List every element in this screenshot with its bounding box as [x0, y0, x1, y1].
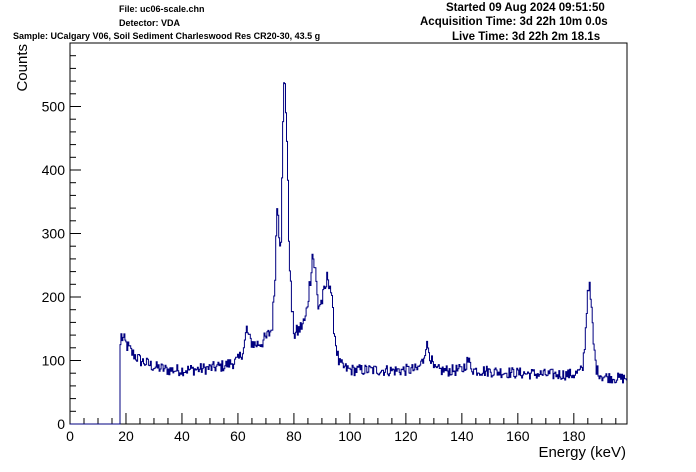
y-tick-label: 200 — [42, 289, 66, 305]
y-tick-label: 500 — [42, 99, 66, 115]
spectrum-line — [70, 82, 627, 425]
x-tick-label: 120 — [394, 428, 418, 444]
y-tick-label: 300 — [42, 226, 66, 242]
x-tick-label: 0 — [66, 428, 74, 444]
live-time-label: Live Time: 3d 22h 2m 18.1s — [452, 31, 601, 43]
x-tick-label: 40 — [174, 428, 190, 444]
file-label: File: uc06-scale.chn — [119, 4, 205, 14]
x-tick-label: 100 — [338, 428, 362, 444]
x-tick-label: 160 — [506, 428, 530, 444]
y-tick-label: 100 — [42, 353, 66, 369]
y-tick-label: 400 — [42, 162, 66, 178]
x-axis-label: Energy (keV) — [538, 444, 626, 461]
detector-label: Detector: VDA — [119, 18, 181, 28]
y-tick-label: 0 — [57, 416, 65, 432]
x-tick-label: 20 — [118, 428, 134, 444]
y-axis-label: Counts — [14, 44, 31, 92]
x-tick-label: 80 — [286, 428, 302, 444]
sample-label: Sample: UCalgary V06, Soil Sediment Char… — [13, 31, 321, 41]
started-label: Started 09 Aug 2024 09:51:50 — [446, 2, 605, 14]
x-tick-label: 60 — [230, 428, 246, 444]
x-tick-label: 140 — [450, 428, 474, 444]
acquisition-time-label: Acquisition Time: 3d 22h 10m 0.0s — [420, 16, 608, 28]
x-tick-label: 180 — [562, 428, 586, 444]
